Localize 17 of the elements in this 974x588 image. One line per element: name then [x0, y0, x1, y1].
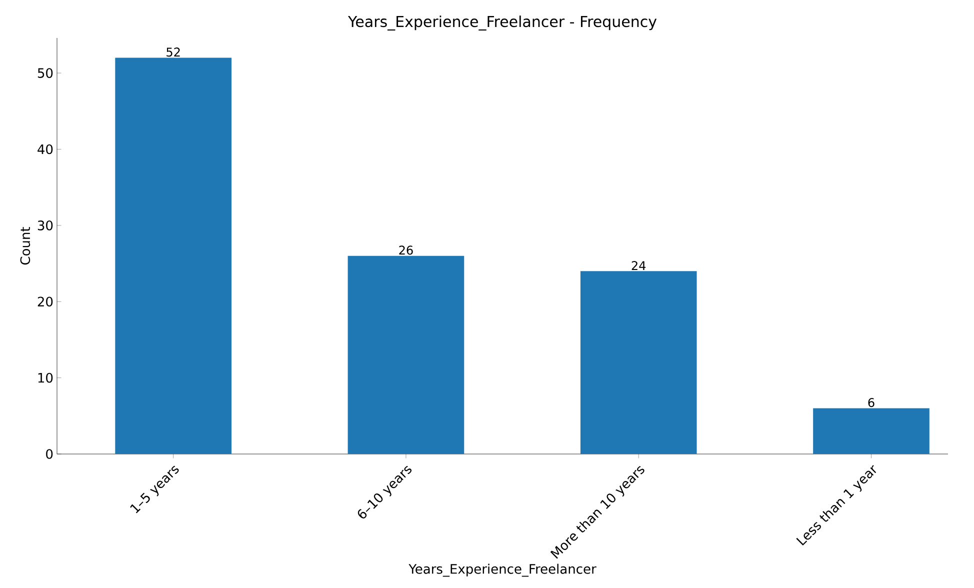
y-tick-label: 40 — [38, 144, 53, 154]
y-tick-label: 30 — [38, 220, 53, 230]
bar — [115, 58, 232, 454]
y-tick-label: 0 — [46, 449, 53, 459]
y-tick-label: 50 — [38, 68, 53, 78]
x-axis-title: Years_Experience_Freelancer — [408, 564, 596, 577]
bar — [580, 271, 697, 454]
data-label: 52 — [166, 48, 180, 57]
y-tick-label: 10 — [38, 372, 53, 383]
chart-title: Years_Experience_Freelancer - Frequency — [348, 16, 657, 30]
data-label: 6 — [868, 398, 874, 408]
data-label: 26 — [399, 246, 413, 255]
y-axis-title: Count — [20, 227, 30, 265]
y-tick-label: 20 — [38, 296, 53, 307]
data-label: 24 — [632, 261, 646, 270]
bar — [813, 408, 930, 454]
bar — [348, 256, 464, 454]
